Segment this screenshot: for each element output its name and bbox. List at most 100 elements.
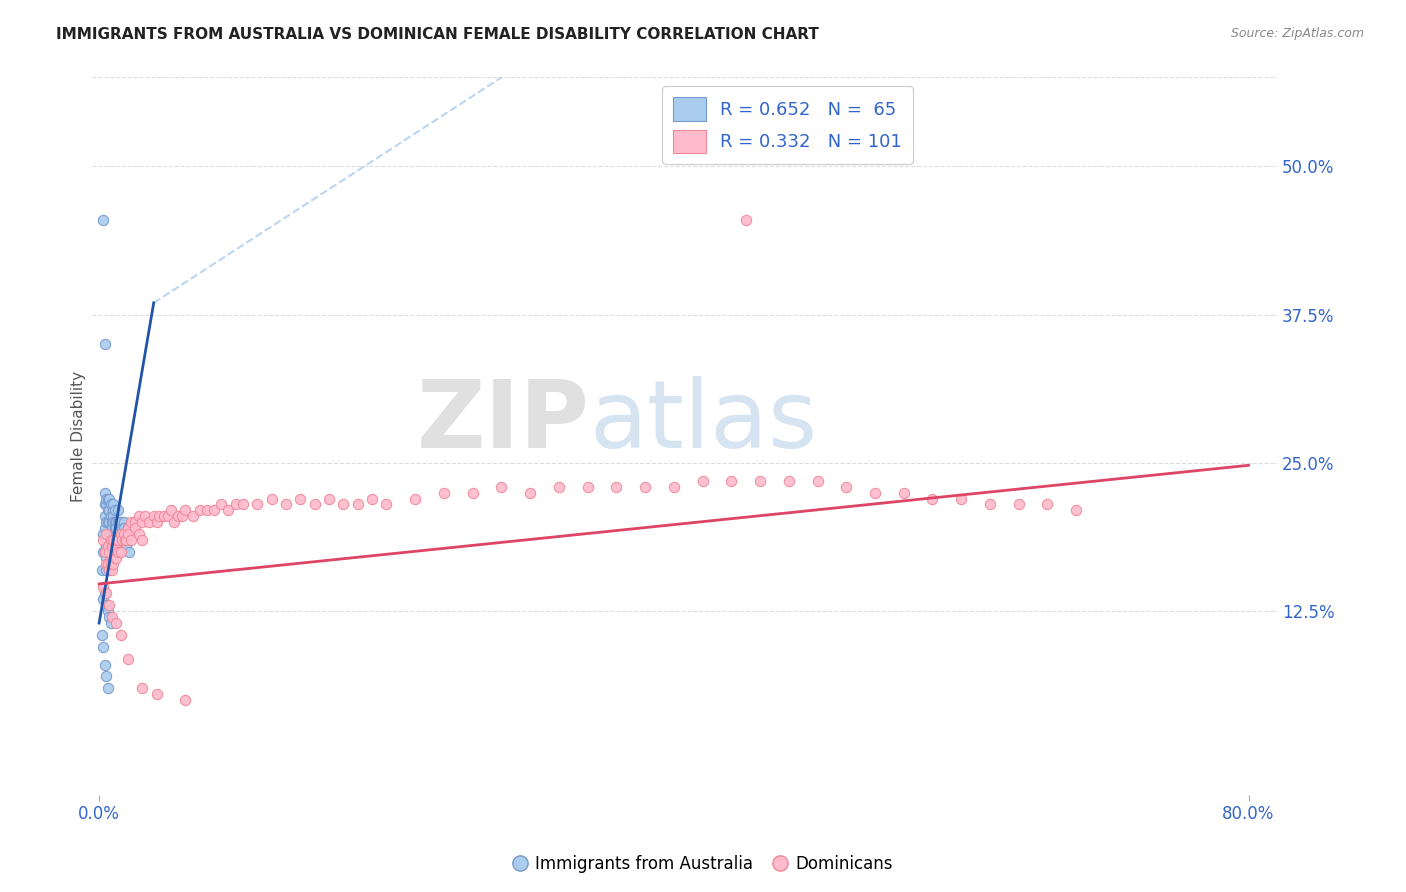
Point	[246, 498, 269, 512]
Point	[778, 474, 800, 488]
Point	[128, 527, 150, 541]
Point	[94, 521, 117, 535]
Point	[111, 521, 134, 535]
Point	[110, 533, 132, 547]
Point	[98, 491, 121, 506]
Point	[98, 610, 121, 624]
Point	[96, 557, 118, 571]
Point	[118, 545, 141, 559]
Point	[863, 485, 886, 500]
Point	[100, 557, 122, 571]
Point	[100, 539, 122, 553]
Point	[100, 498, 122, 512]
Point	[172, 509, 194, 524]
Point	[1064, 503, 1087, 517]
Point	[120, 515, 142, 529]
Point	[94, 657, 117, 672]
Point	[806, 474, 828, 488]
Point	[94, 545, 117, 559]
Point	[145, 687, 167, 701]
Point	[94, 337, 117, 351]
Point	[97, 515, 120, 529]
Point	[134, 509, 156, 524]
Point	[115, 533, 138, 547]
Point	[105, 515, 128, 529]
Point	[98, 539, 121, 553]
Point	[304, 498, 326, 512]
Point	[104, 515, 127, 529]
Point	[734, 212, 756, 227]
Point	[96, 550, 118, 565]
Point	[148, 509, 170, 524]
Point	[120, 533, 142, 547]
Point	[950, 491, 973, 506]
Point	[114, 533, 136, 547]
Point	[103, 515, 125, 529]
Point	[491, 480, 513, 494]
Point	[117, 651, 139, 665]
Text: ZIP: ZIP	[418, 376, 589, 468]
Point	[375, 498, 398, 512]
Point	[98, 503, 121, 517]
Point	[124, 515, 146, 529]
Point	[103, 498, 125, 512]
Point	[100, 509, 122, 524]
Point	[100, 527, 122, 541]
Point	[217, 503, 239, 517]
Legend: R = 0.652   N =  65, R = 0.332   N = 101: R = 0.652 N = 65, R = 0.332 N = 101	[662, 87, 912, 163]
Point	[107, 545, 129, 559]
Point	[117, 521, 139, 535]
Point	[94, 509, 117, 524]
Point	[112, 527, 135, 541]
Point	[749, 474, 772, 488]
Point	[101, 539, 124, 553]
Point	[94, 485, 117, 500]
Point	[101, 563, 124, 577]
Point	[107, 527, 129, 541]
Point	[225, 498, 247, 512]
Point	[181, 509, 204, 524]
Point	[142, 509, 165, 524]
Point	[128, 509, 150, 524]
Text: IMMIGRANTS FROM AUSTRALIA VS DOMINICAN FEMALE DISABILITY CORRELATION CHART: IMMIGRANTS FROM AUSTRALIA VS DOMINICAN F…	[56, 27, 820, 42]
Point	[108, 521, 131, 535]
Point	[104, 550, 127, 565]
Point	[105, 533, 128, 547]
Point	[107, 515, 129, 529]
Point	[91, 628, 114, 642]
Point	[103, 503, 125, 517]
Point	[93, 212, 115, 227]
Point	[209, 498, 232, 512]
Point	[96, 586, 118, 600]
Point	[160, 503, 183, 517]
Point	[921, 491, 943, 506]
Point	[110, 545, 132, 559]
Point	[548, 480, 571, 494]
Point	[1036, 498, 1059, 512]
Point	[101, 515, 124, 529]
Point	[96, 669, 118, 683]
Point	[98, 527, 121, 541]
Point	[107, 533, 129, 547]
Point	[519, 485, 541, 500]
Point	[1008, 498, 1031, 512]
Text: Source: ZipAtlas.com: Source: ZipAtlas.com	[1230, 27, 1364, 40]
Point	[103, 509, 125, 524]
Point	[188, 503, 211, 517]
Point	[115, 539, 138, 553]
Point	[97, 491, 120, 506]
Point	[290, 491, 312, 506]
Point	[138, 515, 160, 529]
Point	[202, 503, 225, 517]
Point	[93, 640, 115, 654]
Point	[104, 539, 127, 553]
Point	[101, 533, 124, 547]
Point	[103, 533, 125, 547]
Point	[112, 521, 135, 535]
Point	[662, 480, 685, 494]
Point	[94, 586, 117, 600]
Point	[96, 527, 118, 541]
Point	[93, 592, 115, 607]
Point	[108, 515, 131, 529]
Point	[97, 681, 120, 696]
